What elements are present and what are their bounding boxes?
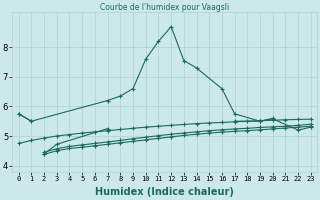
- Title: Courbe de l'humidex pour Vaagsli: Courbe de l'humidex pour Vaagsli: [100, 3, 229, 12]
- X-axis label: Humidex (Indice chaleur): Humidex (Indice chaleur): [95, 187, 234, 197]
